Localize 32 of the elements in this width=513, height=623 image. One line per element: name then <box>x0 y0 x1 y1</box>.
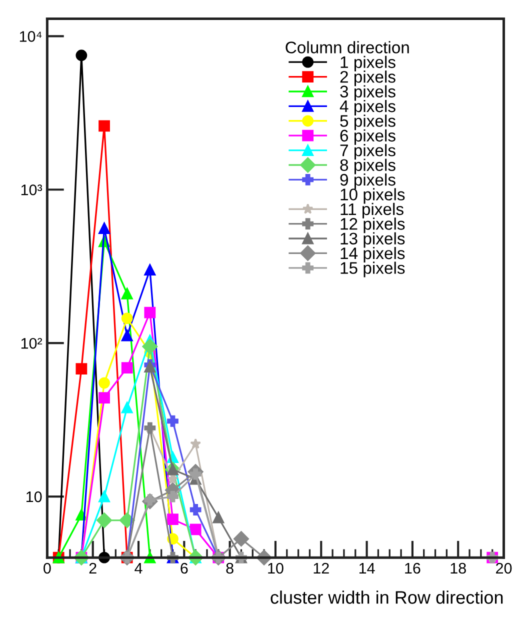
y-tick-label: 10⁴ <box>20 31 42 42</box>
x-tick-label: 16 <box>405 562 420 574</box>
y-tick-label: 10³ <box>21 184 42 196</box>
legend-label: 14 pixels <box>340 246 405 263</box>
x-tick-label: 14 <box>359 563 375 574</box>
x-tick-label: 12 <box>314 562 329 574</box>
legend-label: 13 pixels <box>340 232 405 248</box>
x-tick-label: 20 <box>496 562 512 574</box>
x-axis-title: cluster width in Row direction <box>270 590 503 604</box>
legend-title: Column direction <box>286 41 409 54</box>
x-tick-label: 2 <box>89 562 96 574</box>
legend-label: 11 pixels <box>340 202 404 218</box>
x-tick-label: 10 <box>268 562 284 574</box>
y-tick-label: 10² <box>21 338 42 349</box>
legend-label: 4 pixels <box>340 100 396 116</box>
x-tick-label: 8 <box>226 562 234 574</box>
legend-label: 5 pixels <box>340 114 396 130</box>
legend-label: 3 pixels <box>340 85 396 101</box>
legend-label: 2 pixels <box>340 70 396 86</box>
legend-label: 7 pixels <box>340 144 396 160</box>
y-tick-label: 10 <box>26 491 42 502</box>
legend-label: 9 pixels <box>340 173 396 189</box>
legend-label: 12 pixels <box>340 218 405 234</box>
x-tick-label: 4 <box>134 563 142 574</box>
legend-label: 1 pixels <box>340 56 396 72</box>
legend-label: 8 pixels <box>340 158 396 174</box>
text: 10 pixels <box>340 188 405 204</box>
x-tick-label: 18 <box>450 562 466 574</box>
x-tick-label: 0 <box>44 562 51 574</box>
legend-label: 6 pixels <box>340 129 396 145</box>
x-tick-label: 6 <box>180 562 188 574</box>
legend-label: 15 pixels <box>340 262 405 278</box>
